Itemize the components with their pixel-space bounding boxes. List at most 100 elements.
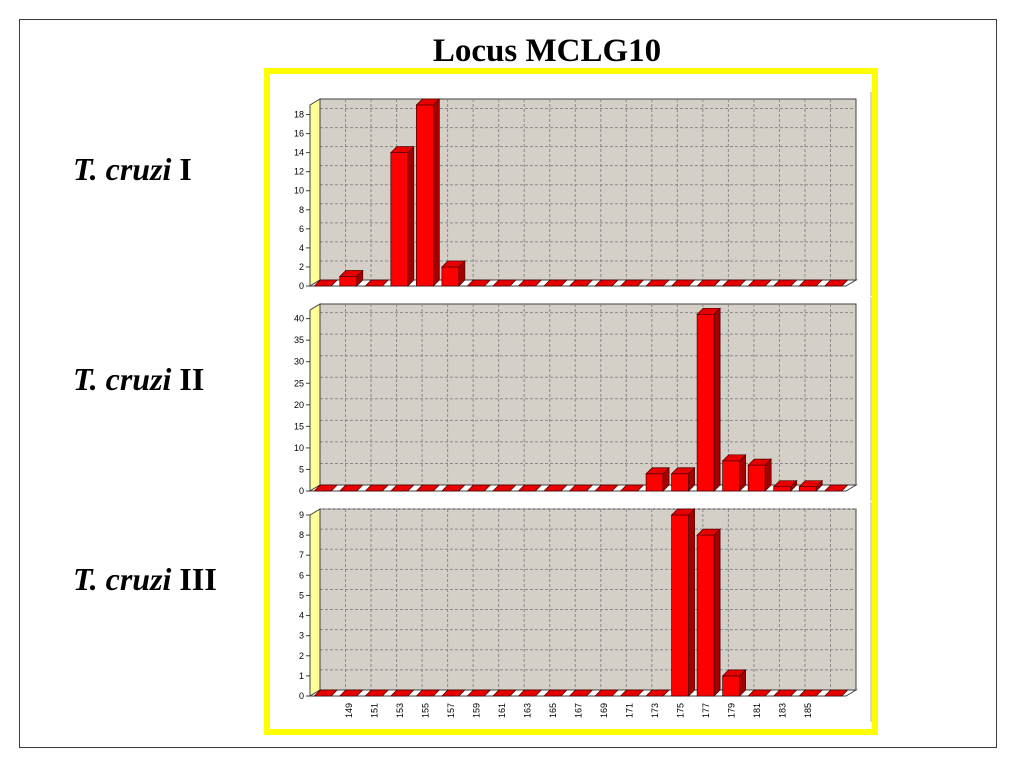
bar-161 bbox=[492, 279, 517, 287]
bar-side bbox=[407, 145, 415, 287]
y-tick-label: 10 bbox=[294, 186, 304, 196]
bar-top bbox=[441, 484, 466, 492]
y-tick-label: 20 bbox=[294, 400, 304, 410]
x-tick-label: 181 bbox=[752, 703, 762, 718]
bar-165 bbox=[543, 279, 568, 287]
y-tick-label: 6 bbox=[299, 224, 304, 234]
bar-top bbox=[823, 279, 849, 287]
bar-slot-20 bbox=[823, 689, 849, 697]
bar-top bbox=[543, 484, 568, 492]
y-tick-label: 0 bbox=[299, 486, 304, 496]
bar-top bbox=[568, 689, 594, 697]
bar-165 bbox=[543, 689, 568, 697]
x-tick-label: 175 bbox=[676, 703, 686, 718]
bar-top bbox=[721, 279, 747, 287]
bar-151 bbox=[364, 484, 390, 492]
bar-top bbox=[594, 279, 619, 287]
bar-179 bbox=[721, 453, 747, 492]
bar-slot-0 bbox=[313, 279, 339, 287]
bar-side bbox=[433, 98, 440, 287]
bar-top bbox=[492, 689, 517, 697]
bar-177 bbox=[696, 279, 721, 287]
bar-165 bbox=[543, 484, 568, 492]
back-wall bbox=[319, 508, 857, 691]
y-tick-label: 35 bbox=[294, 335, 304, 345]
y-tick-label: 14 bbox=[294, 148, 304, 158]
bar-183 bbox=[772, 279, 798, 287]
row-label-1: T. cruzi I bbox=[73, 151, 192, 187]
bar-171 bbox=[619, 689, 645, 697]
bar-167 bbox=[568, 689, 594, 697]
bar-top bbox=[645, 689, 670, 697]
bar-top bbox=[568, 484, 594, 492]
bar-front bbox=[416, 104, 434, 287]
y-tick-label: 16 bbox=[294, 129, 304, 139]
bar-side bbox=[713, 307, 721, 492]
left-wall bbox=[309, 98, 321, 287]
bar-167 bbox=[568, 279, 594, 287]
bar-175 bbox=[670, 466, 696, 492]
bar-161 bbox=[492, 689, 517, 697]
y-tick-label: 2 bbox=[299, 651, 304, 661]
bar-top bbox=[389, 689, 415, 697]
bar-top bbox=[415, 689, 441, 697]
bar-top bbox=[798, 480, 824, 488]
row-label-group: I bbox=[179, 151, 191, 187]
bar-169 bbox=[594, 484, 619, 492]
bar-167 bbox=[568, 484, 594, 492]
bar-185 bbox=[798, 689, 824, 697]
row-label-species: T. cruzi bbox=[73, 151, 172, 187]
bar-151 bbox=[364, 689, 390, 697]
bar-175 bbox=[670, 508, 696, 697]
bar-181 bbox=[747, 458, 773, 492]
bar-163 bbox=[517, 279, 543, 287]
x-tick-label: 165 bbox=[548, 703, 558, 718]
bar-173 bbox=[645, 279, 670, 287]
bar-top bbox=[645, 279, 670, 287]
bar-top bbox=[619, 279, 645, 287]
back-wall bbox=[319, 303, 857, 486]
bar-top bbox=[747, 279, 773, 287]
bar-top bbox=[364, 279, 390, 287]
bar-top bbox=[492, 484, 517, 492]
bar-top bbox=[338, 689, 364, 697]
bar-177 bbox=[696, 528, 721, 697]
bar-top bbox=[670, 279, 696, 287]
x-tick-label: 183 bbox=[778, 703, 788, 718]
bar-top bbox=[466, 279, 492, 287]
bar-159 bbox=[466, 279, 492, 287]
bar-top bbox=[441, 260, 466, 268]
x-tick-label: 179 bbox=[727, 703, 737, 718]
bar-front bbox=[671, 473, 689, 492]
row-label-species: T. cruzi bbox=[73, 361, 172, 397]
bar-top bbox=[721, 454, 747, 462]
bar-top bbox=[721, 669, 747, 677]
bar-top bbox=[747, 689, 773, 697]
chart-panel-2: 0 5 10 15 20 25 30 35 40 bbox=[294, 297, 872, 501]
x-tick-label: 169 bbox=[599, 703, 609, 718]
bar-front bbox=[645, 473, 664, 492]
bar-159 bbox=[466, 689, 492, 697]
left-wall bbox=[309, 303, 321, 492]
bar-top bbox=[645, 467, 670, 475]
bar-161 bbox=[492, 484, 517, 492]
bar-179 bbox=[721, 669, 747, 697]
bar-top bbox=[543, 689, 568, 697]
bar-slot-0 bbox=[313, 689, 339, 697]
y-tick-label: 15 bbox=[294, 421, 304, 431]
bar-slot-0 bbox=[313, 484, 339, 492]
bar-top bbox=[517, 689, 543, 697]
bar-top bbox=[747, 458, 773, 466]
bar-front bbox=[696, 534, 715, 697]
y-tick-label: 0 bbox=[299, 691, 304, 701]
chart-panel-1: 0 2 4 6 8 10 12 14 16 18 bbox=[294, 92, 872, 296]
y-tick-label: 18 bbox=[294, 110, 304, 120]
bar-163 bbox=[517, 689, 543, 697]
bar-181 bbox=[747, 689, 773, 697]
bar-top bbox=[823, 484, 849, 492]
bar-top bbox=[619, 689, 645, 697]
bar-153 bbox=[389, 484, 415, 492]
y-tick-label: 10 bbox=[294, 443, 304, 453]
bar-153 bbox=[389, 145, 415, 287]
bar-top bbox=[772, 279, 798, 287]
